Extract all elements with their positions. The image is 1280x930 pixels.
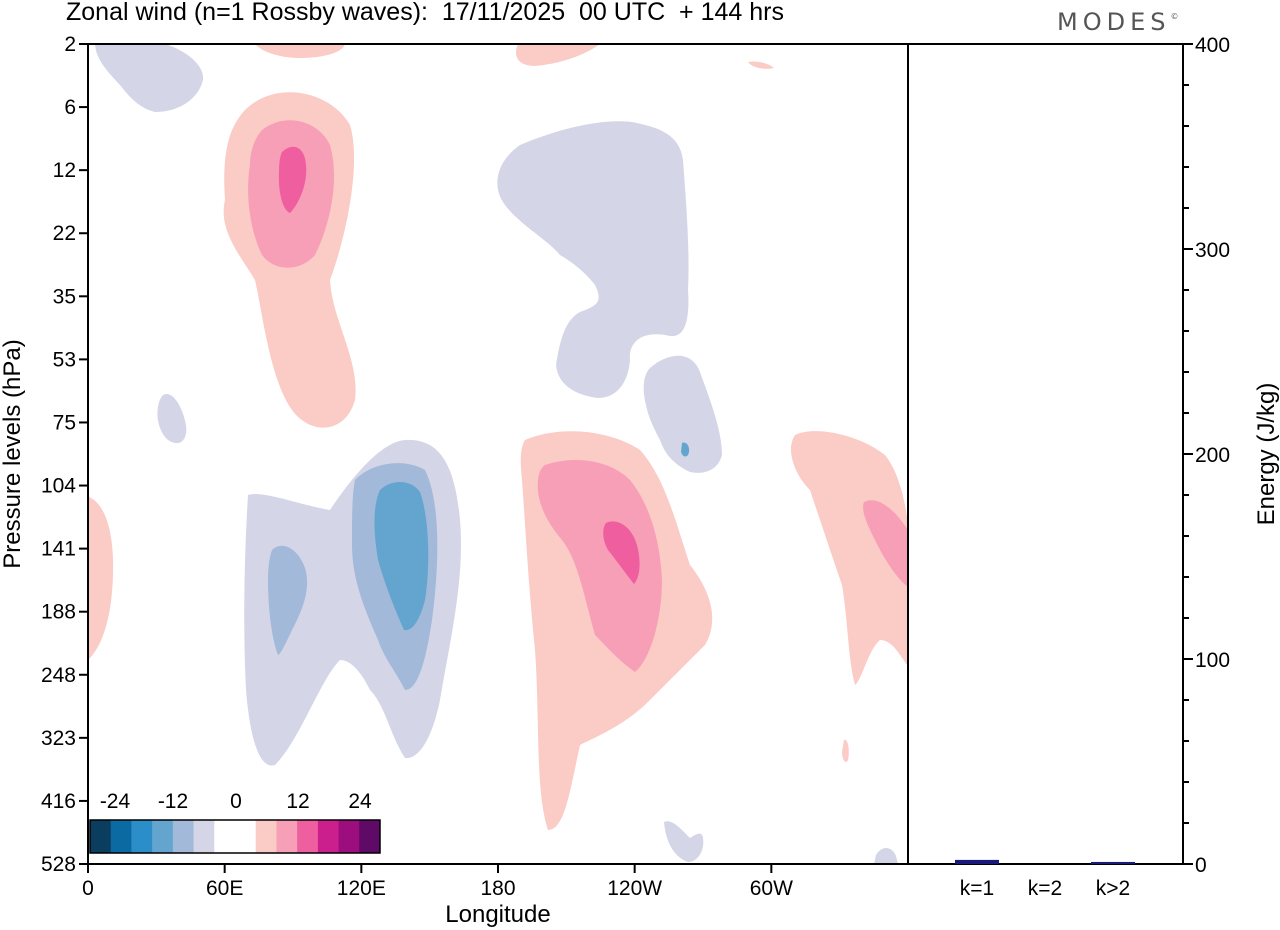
colorbar-label: 24	[348, 790, 372, 813]
colorbar: -24 -12 0 12 24	[88, 788, 383, 864]
colorbar-swatch	[152, 820, 174, 853]
longitude-tick-label: 120E	[337, 877, 386, 900]
pressure-tick-label: 323	[41, 727, 76, 750]
longitude-tick-label: 60W	[750, 877, 793, 900]
wavenumber-label: k=2	[1028, 877, 1062, 900]
contour-pos-2-upper-trop	[537, 460, 662, 672]
longitude-tick-label: 120W	[607, 877, 662, 900]
contour-neg-1-stratosphere	[497, 121, 689, 399]
wavenumber-axis-ticks: k=1 k=2 k>2	[960, 877, 1130, 900]
contour-pos-top-2	[515, 44, 600, 66]
pressure-tick-label: 22	[53, 222, 76, 245]
energy-plot-frame	[907, 43, 1184, 865]
contour-neg-2-upper-trop-b	[268, 545, 308, 655]
colorbar-swatch	[214, 820, 236, 853]
wavenumber-label: k=1	[960, 877, 994, 900]
contour-pos-top-1	[255, 44, 345, 58]
pressure-tick-label: 248	[41, 664, 76, 687]
contour-neg-bottom-1	[664, 821, 704, 862]
colorbar-label: 12	[286, 790, 309, 813]
contour-pos-3-upper-trop	[603, 521, 640, 584]
energy-tick-label: 200	[1195, 444, 1230, 467]
contour-pos-1-east-edge	[791, 431, 908, 685]
colorbar-swatch	[276, 820, 298, 853]
colorbar-labels: -24 -12 0 12 24	[100, 790, 372, 813]
colorbar-label: -12	[158, 790, 188, 813]
energy-bar	[955, 859, 999, 864]
energy-tick-label: 300	[1195, 239, 1230, 262]
pressure-tick-label: 188	[41, 601, 76, 624]
colorbar-border	[89, 819, 381, 854]
colorbar-swatch	[90, 820, 112, 853]
brand-logo: MODES©	[1057, 8, 1178, 36]
y-axis-label: Pressure levels (hPa)	[0, 339, 26, 568]
colorbar-swatches	[90, 820, 381, 853]
pressure-tick-label: 12	[53, 159, 76, 182]
colorbar-swatch	[359, 820, 381, 853]
pressure-tick-label: 75	[53, 411, 76, 434]
colorbar-label: 0	[230, 790, 242, 813]
brand-mark: ©	[1170, 12, 1179, 21]
pressure-tick-label: 416	[41, 790, 76, 813]
energy-bar	[1091, 861, 1135, 864]
colorbar-label: -24	[100, 790, 131, 813]
pressure-tick-label: 35	[53, 285, 76, 308]
longitude-tick-label: 60E	[206, 877, 243, 900]
colorbar-swatch	[172, 820, 195, 853]
contour-pos-lower-1	[842, 739, 849, 763]
pressure-tick-label: 104	[41, 475, 76, 498]
colorbar-swatch	[131, 820, 153, 853]
colorbar-swatch	[297, 820, 319, 853]
contour-neg-1-mid	[643, 355, 722, 473]
contour-neg-3-upper-trop	[374, 482, 429, 631]
wind-contours	[88, 44, 908, 864]
chart-title: Zonal wind (n=1 Rossby waves): 17/11/202…	[66, 0, 784, 26]
contour-neg-1-small	[157, 394, 187, 444]
pressure-axis-ticks: 2 6 12 22 35 53 75 104 141 188 248 323 416 528	[41, 33, 88, 876]
colorbar-swatch	[235, 820, 257, 853]
colorbar-swatch	[110, 820, 132, 853]
colorbar-swatch	[317, 820, 340, 853]
colorbar-swatch	[255, 820, 277, 853]
x-axis-label: Longitude	[445, 901, 550, 928]
energy-axis-ticks: 0 100 200 300 400	[1183, 34, 1230, 877]
contour-neg-bottom-2	[874, 847, 898, 864]
energy-bar-chart: 0 100 200 300 400 k=1 k=2 k>2 Energy (J/kg)	[907, 34, 1280, 900]
colorbar-swatch	[193, 820, 215, 853]
colorbar-swatch	[338, 820, 360, 853]
pressure-tick-label: 6	[64, 96, 76, 119]
contour-pos-top-3	[748, 61, 774, 69]
pressure-tick-label: 141	[41, 538, 76, 561]
contour-pos-2-east-edge	[863, 500, 908, 588]
pressure-tick-label: 528	[41, 853, 76, 876]
energy-bars	[955, 859, 1135, 864]
brand-name: MODES	[1057, 8, 1171, 36]
energy-tick-label: 100	[1195, 649, 1230, 672]
zonal-wind-heatmap: -24 -12 0 12 24 2 6 12 22 35 53 75 104 141 188 248 323 4…	[0, 33, 909, 928]
longitude-tick-label: 180	[480, 877, 515, 900]
longitude-tick-label: 0	[82, 877, 94, 900]
wavenumber-label: k>2	[1096, 877, 1130, 900]
contour-pos-west-edge	[88, 496, 114, 660]
pressure-tick-label: 53	[53, 348, 76, 371]
pressure-tick-label: 2	[64, 33, 76, 56]
energy-tick-label: 400	[1195, 34, 1230, 57]
contour-neg-1-west-top	[95, 44, 204, 112]
longitude-axis-ticks: 0 60E 120E 180 120W 60W	[82, 864, 793, 900]
contour-neg-2-dot	[681, 442, 690, 457]
energy-tick-label: 0	[1195, 854, 1207, 877]
contour-pos-3-stratosphere	[278, 146, 307, 213]
energy-axis-label: Energy (J/kg)	[1253, 383, 1280, 526]
heatmap-plot-frame	[87, 43, 909, 865]
